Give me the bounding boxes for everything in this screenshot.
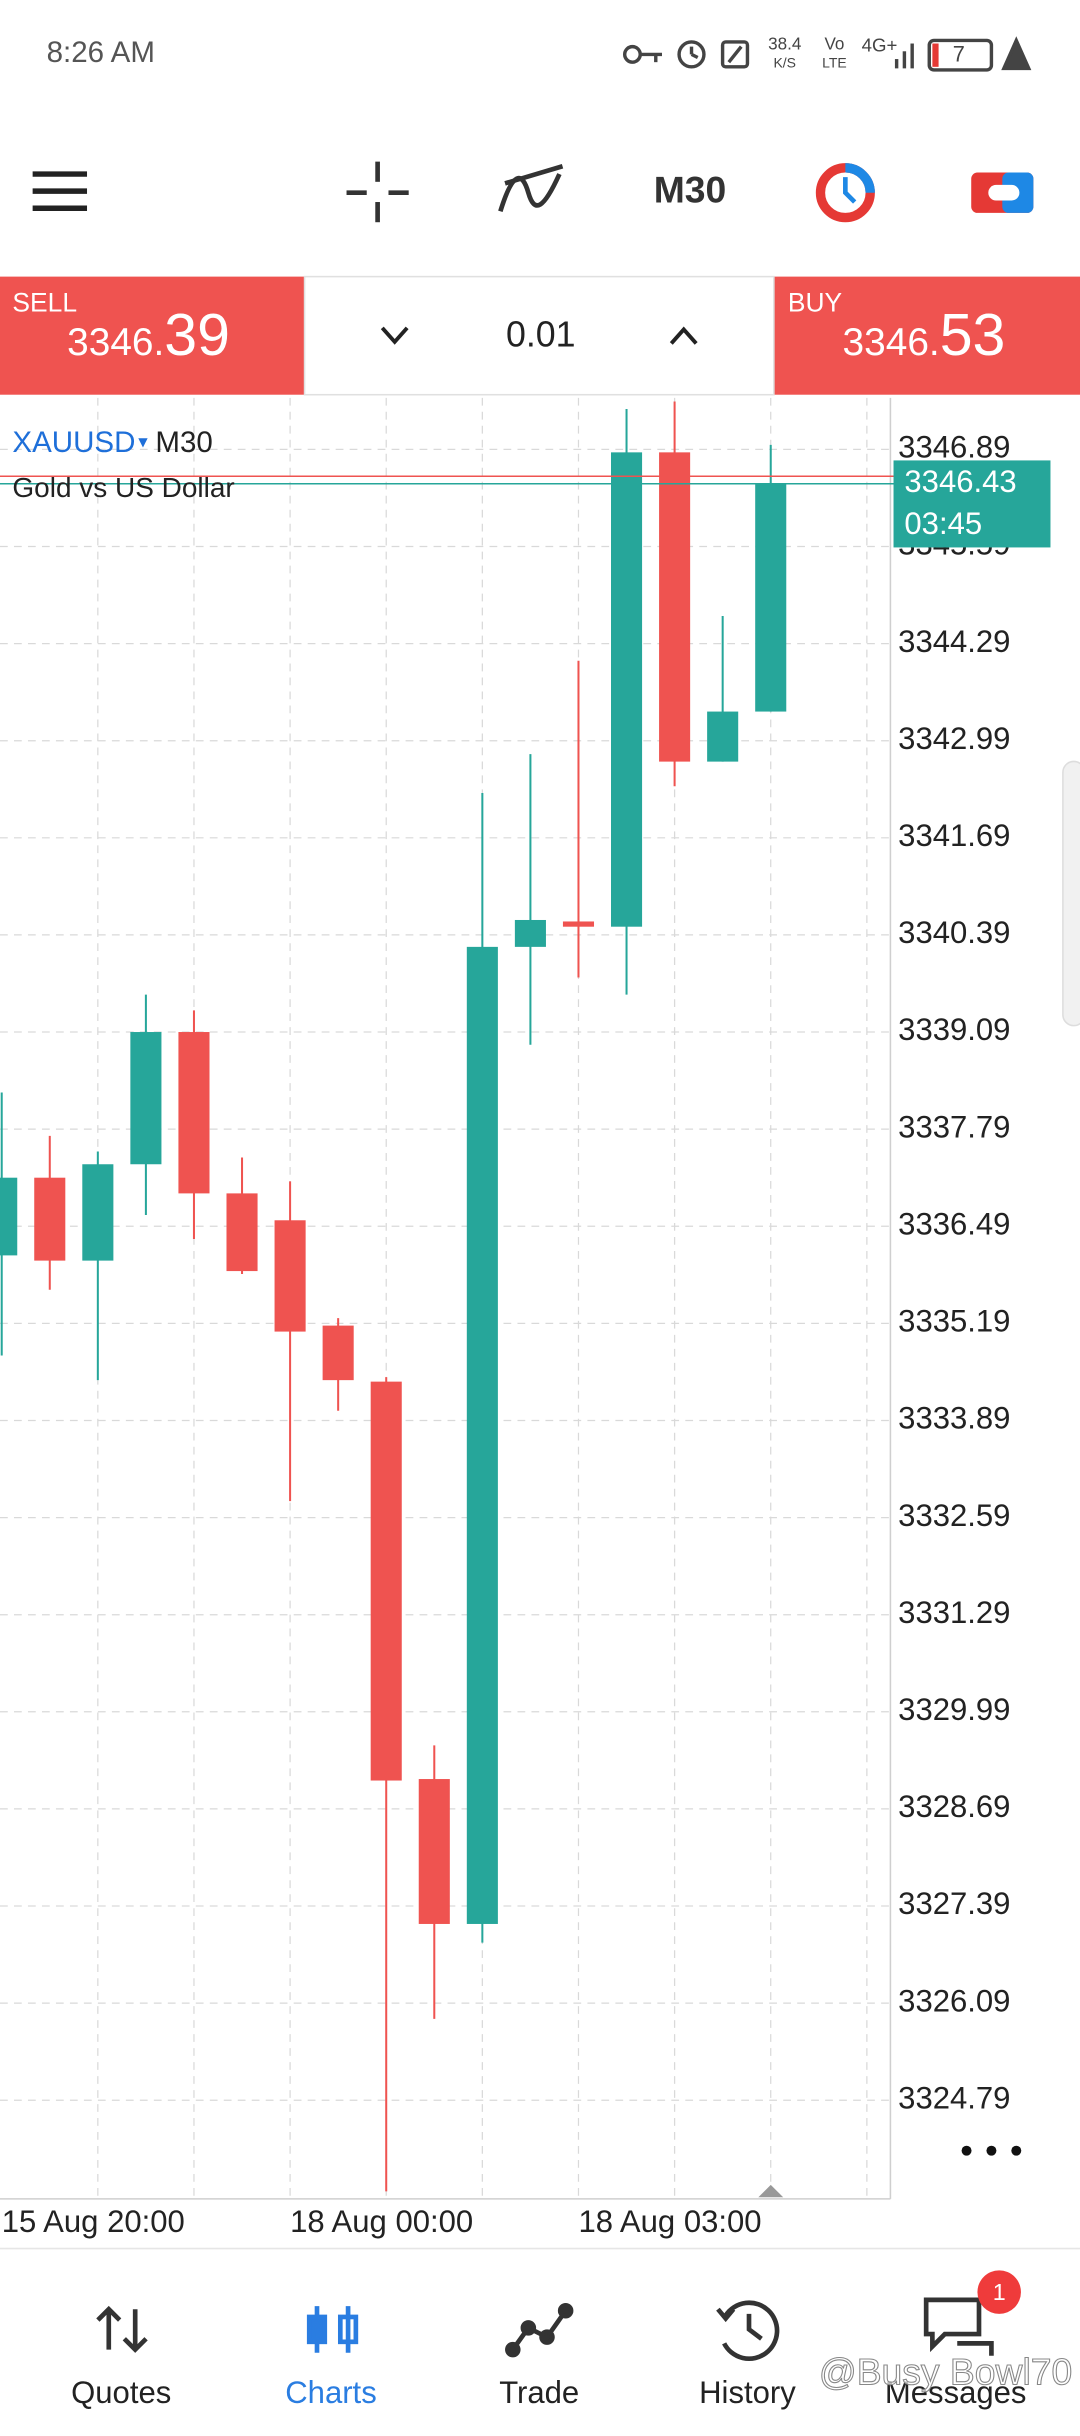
status-time: 8:26 AM <box>47 36 155 69</box>
price-tag <box>893 460 1051 548</box>
side-handle[interactable] <box>1062 760 1080 1027</box>
symbol-description: Gold vs US Dollar <box>12 472 234 503</box>
battery-level: 7 <box>953 42 965 67</box>
y-tick-label: 3335.19 <box>898 1304 1010 1339</box>
sell-label: SELL <box>12 288 77 318</box>
symbol-timeframe: M30 <box>155 426 212 459</box>
nav-bar <box>0 2248 1080 2436</box>
candle-body <box>370 1381 402 1781</box>
volume-up[interactable] <box>669 326 698 345</box>
badge-count: 1 <box>993 2279 1006 2305</box>
y-tick-label: 3346.89 <box>898 430 1010 465</box>
x-tick-label: 18 Aug 03:00 <box>578 2204 761 2239</box>
crosshair-button[interactable] <box>346 161 409 223</box>
volte-top: Vo <box>824 35 844 54</box>
candle-body <box>34 1177 66 1261</box>
buy-button[interactable] <box>773 276 1080 395</box>
x-tick-label: 18 Aug 00:00 <box>290 2204 473 2239</box>
candle-body <box>0 1177 18 1256</box>
timeframe-button[interactable]: M30 <box>654 169 727 211</box>
nav-item[interactable]: Trade <box>499 2375 579 2410</box>
icon-charts <box>306 2306 359 2353</box>
watermark: @Busy Bowl70 <box>819 2350 1072 2392</box>
candle-body <box>466 946 498 1924</box>
trade-button[interactable] <box>815 163 875 223</box>
axes: 3346.893345.593344.293342.993341.693340.… <box>2 430 1051 2239</box>
indicators-button[interactable] <box>498 164 564 213</box>
y-tick-label: 3340.39 <box>898 915 1010 950</box>
price-tag-timer: 03:45 <box>904 506 982 541</box>
sell-price: 3346.39 <box>67 301 230 367</box>
symbol: XAUUSD <box>12 426 135 459</box>
net-unit: K/S <box>773 54 796 70</box>
candle-body <box>82 1164 114 1261</box>
y-tick-label: 3336.49 <box>898 1206 1010 1241</box>
y-tick-label: 3339.09 <box>898 1012 1010 1047</box>
candle-body <box>418 1779 450 1924</box>
candle-body <box>514 919 546 947</box>
network-type: 4G+ <box>862 35 898 56</box>
y-tick-label: 3324.79 <box>898 2080 1010 2115</box>
volume: 0.01 <box>506 315 576 355</box>
plot <box>0 401 896 2192</box>
candle-body <box>130 1032 162 1165</box>
y-tick-label: 3331.29 <box>898 1595 1010 1630</box>
nav-item[interactable]: Quotes <box>71 2375 171 2410</box>
candle-body <box>178 1032 210 1194</box>
candle-body <box>562 921 595 927</box>
price-tag-value: 3346.43 <box>904 464 1016 499</box>
buy-price: 3346.53 <box>843 301 1006 367</box>
icon-trade <box>505 2302 574 2358</box>
status-icons <box>622 36 1032 72</box>
icon-history <box>716 2300 780 2362</box>
candle-body <box>611 452 643 927</box>
scroll-marker <box>758 2184 784 2198</box>
candle-body <box>274 1220 306 1332</box>
candle-body <box>707 711 739 762</box>
y-tick-label: 3333.89 <box>898 1401 1010 1436</box>
menu-button[interactable] <box>32 171 88 211</box>
y-tick-label: 3328.69 <box>898 1789 1010 1824</box>
volume-down[interactable] <box>380 326 409 345</box>
candle-body <box>755 483 787 712</box>
candle-body <box>226 1193 258 1272</box>
candle-body <box>322 1325 354 1381</box>
x-tick-label: 15 Aug 20:00 <box>2 2204 185 2239</box>
badge <box>977 2270 1021 2314</box>
y-tick-label: 3327.39 <box>898 1886 1010 1921</box>
y-tick-label: 3337.79 <box>898 1109 1010 1144</box>
nav-items: Quotes Charts Trade History Messages <box>71 2375 1026 2410</box>
sell-button[interactable] <box>0 276 305 395</box>
symbol-dropdown[interactable] <box>138 438 148 448</box>
y-tick-label: 3329.99 <box>898 1692 1010 1727</box>
y-tick-label: 3341.69 <box>898 818 1010 853</box>
icon-quotes <box>96 2305 148 2353</box>
candle-body <box>659 452 691 762</box>
y-tick-label: 3332.59 <box>898 1498 1010 1533</box>
nav-item[interactable]: History <box>699 2375 796 2410</box>
more-dots[interactable] <box>961 2145 1022 2156</box>
volume-box <box>303 275 775 396</box>
nav-item[interactable]: Charts <box>285 2375 377 2410</box>
y-tick-label: 3342.99 <box>898 721 1010 756</box>
buy-label: BUY <box>788 288 843 318</box>
icon-messages <box>923 2297 994 2356</box>
y-tick-label: 3326.09 <box>898 1983 1010 2018</box>
nav-item[interactable]: Messages <box>885 2375 1027 2410</box>
volte-bottom: LTE <box>822 54 847 70</box>
account-button[interactable] <box>971 172 1034 213</box>
y-tick-label: 3344.29 <box>898 624 1010 659</box>
net-speed: 38.4 <box>768 35 801 54</box>
